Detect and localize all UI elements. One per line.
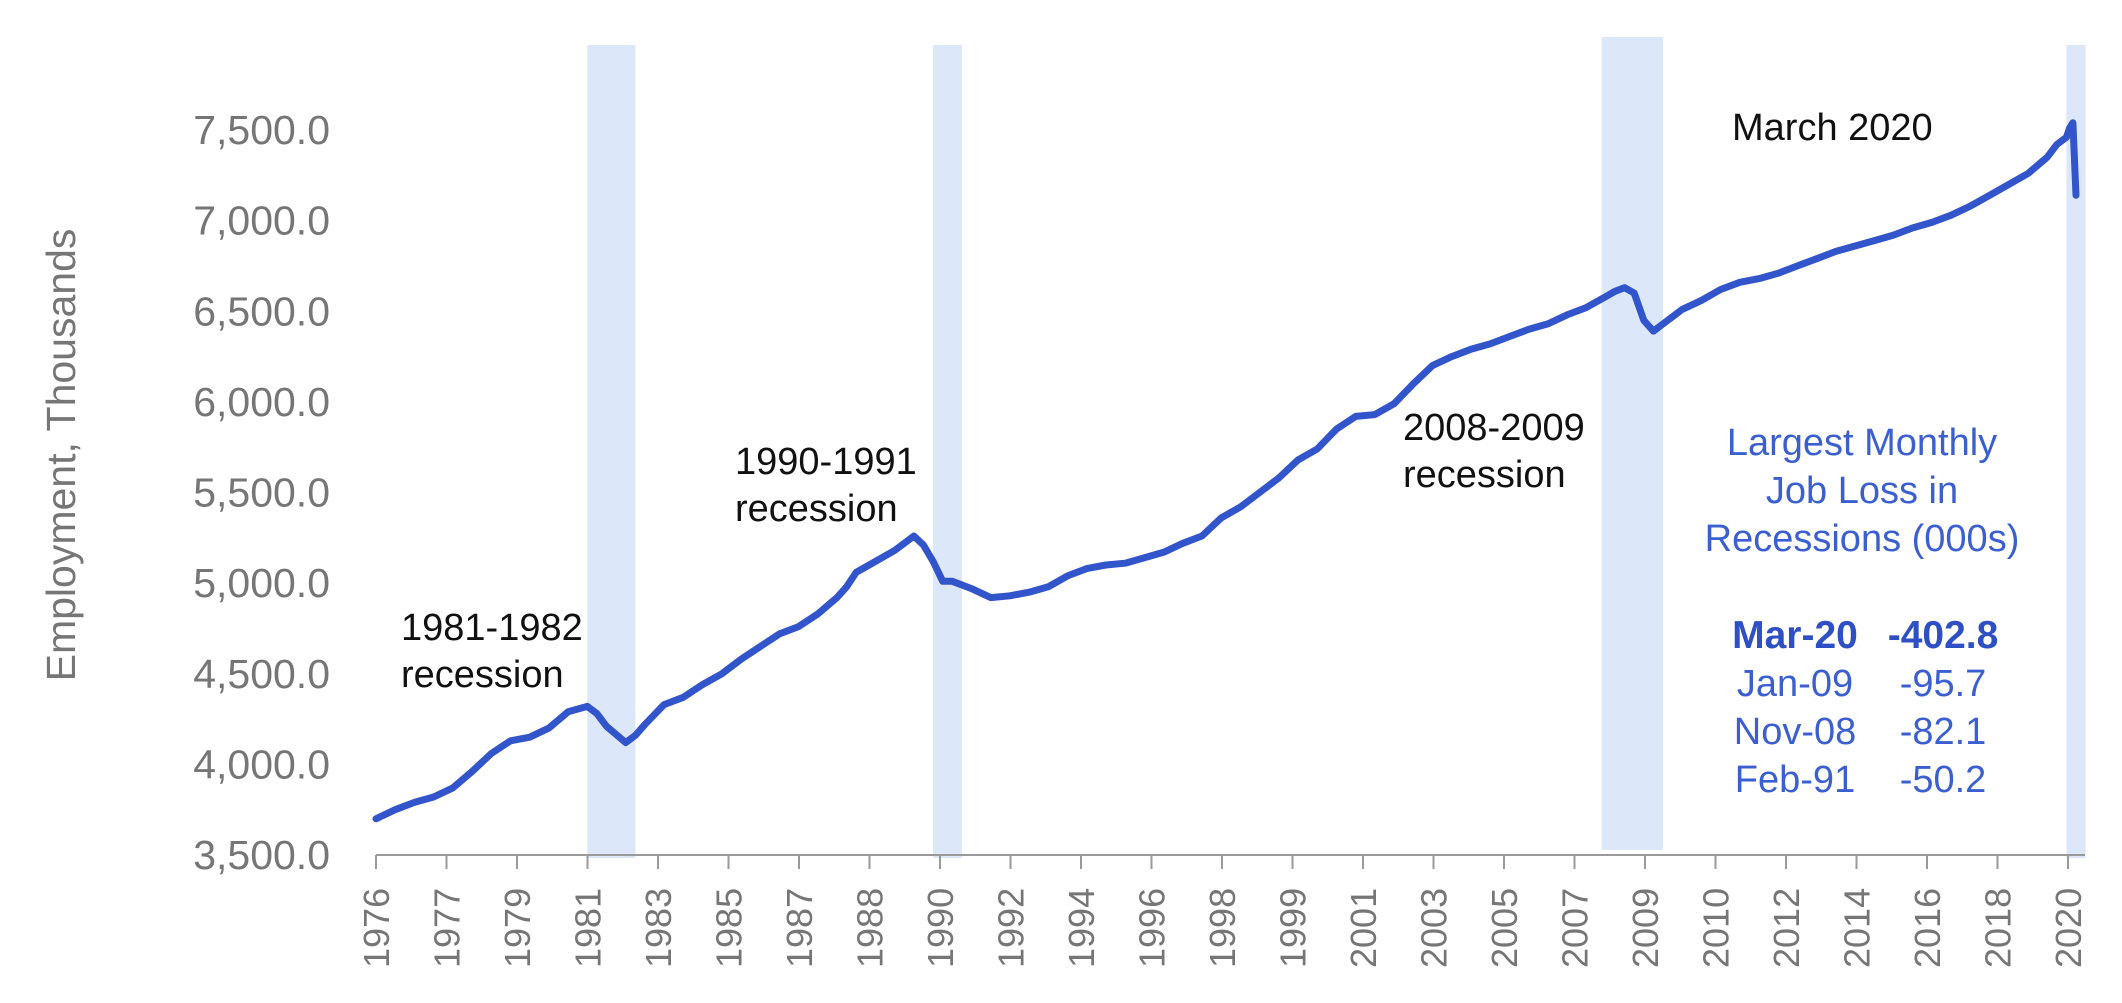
y-tick-label: 6,500.0 — [193, 288, 330, 334]
x-tick-label: 1999 — [1273, 888, 1314, 968]
x-tick-label: 2012 — [1766, 888, 1807, 968]
annotation-text: recession — [1403, 454, 1566, 496]
x-tick-label: 2020 — [2048, 888, 2089, 968]
y-tick-label: 7,500.0 — [193, 107, 330, 153]
side-row-value: -402.8 — [1888, 614, 1999, 657]
x-tick-label: 2003 — [1414, 888, 1455, 968]
x-tick-label: 2014 — [1837, 888, 1878, 968]
x-tick-label: 1977 — [427, 888, 468, 968]
x-tick-label: 1976 — [356, 888, 397, 968]
recession-band — [2066, 45, 2086, 858]
x-tick-label: 1983 — [638, 888, 679, 968]
x-tick-label: 2018 — [1978, 888, 2019, 968]
x-tick-label: 1994 — [1061, 888, 1102, 968]
side-row-date: Feb-91 — [1735, 759, 1855, 801]
side-title-line: Job Loss in — [1766, 470, 1958, 512]
y-tick-label: 7,000.0 — [193, 198, 330, 244]
side-row-value: -95.7 — [1900, 663, 1987, 705]
annotation-text: 1990-1991 — [735, 441, 917, 483]
x-tick-label: 1981 — [568, 888, 609, 968]
annotation-text: 1981-1982 — [401, 607, 583, 649]
side-row-date: Nov-08 — [1734, 711, 1857, 753]
recession-band — [587, 45, 636, 858]
annotations: 1981-1982 recession 1990-1991 recession 2008… — [401, 107, 1933, 696]
annotation-text: March 2020 — [1732, 107, 1933, 149]
y-tick-label: 4,500.0 — [193, 651, 330, 697]
y-axis-label: Employment, Thousands — [38, 229, 84, 682]
annotation-text: recession — [735, 488, 898, 530]
x-tick-label: 2005 — [1484, 888, 1525, 968]
side-row-value: -50.2 — [1900, 759, 1987, 801]
job-loss-table: Largest Monthly Job Loss in Recessions (00… — [1705, 422, 2020, 801]
x-tick-label: 2001 — [1343, 888, 1384, 968]
side-row-value: -82.1 — [1900, 711, 1987, 753]
annotation-text: recession — [401, 654, 564, 696]
y-tick-label: 6,000.0 — [193, 379, 330, 425]
side-row-date: Mar-20 — [1732, 614, 1858, 657]
side-title-line: Largest Monthly — [1727, 422, 1997, 464]
x-tick-label: 2007 — [1555, 888, 1596, 968]
series-group — [372, 119, 2080, 823]
recession-band — [933, 45, 962, 858]
recession-bands — [587, 37, 2086, 858]
x-tick-label: 2016 — [1907, 888, 1948, 968]
x-tick-label: 1996 — [1132, 888, 1173, 968]
y-tick-label: 3,500.0 — [193, 832, 330, 878]
x-axis-ticks: 1976 1977 1979 1981 1983 1985 1987 1988 1990 1992… — [356, 855, 2089, 968]
x-tick-label: 1990 — [920, 888, 961, 968]
x-tick-label: 1987 — [779, 888, 820, 968]
y-tick-label: 4,000.0 — [193, 741, 330, 787]
x-tick-label: 1992 — [991, 888, 1032, 968]
annotation-text: 2008-2009 — [1403, 407, 1585, 449]
x-tick-label: 2010 — [1696, 888, 1737, 968]
y-axis-ticks: 3,500.0 4,000.0 4,500.0 5,000.0 5,500.0 6,000… — [193, 107, 330, 878]
y-tick-label: 5,500.0 — [193, 470, 330, 516]
side-title-line: Recessions (000s) — [1705, 518, 2020, 560]
series-line — [372, 119, 2080, 823]
x-tick-label: 1998 — [1202, 888, 1243, 968]
x-tick-label: 1979 — [497, 888, 538, 968]
x-tick-label: 1988 — [850, 888, 891, 968]
side-row-date: Jan-09 — [1737, 663, 1853, 705]
x-tick-label: 1985 — [709, 888, 750, 968]
x-tick-label: 2009 — [1625, 888, 1666, 968]
y-tick-label: 5,000.0 — [193, 560, 330, 606]
recession-band — [1601, 37, 1664, 850]
